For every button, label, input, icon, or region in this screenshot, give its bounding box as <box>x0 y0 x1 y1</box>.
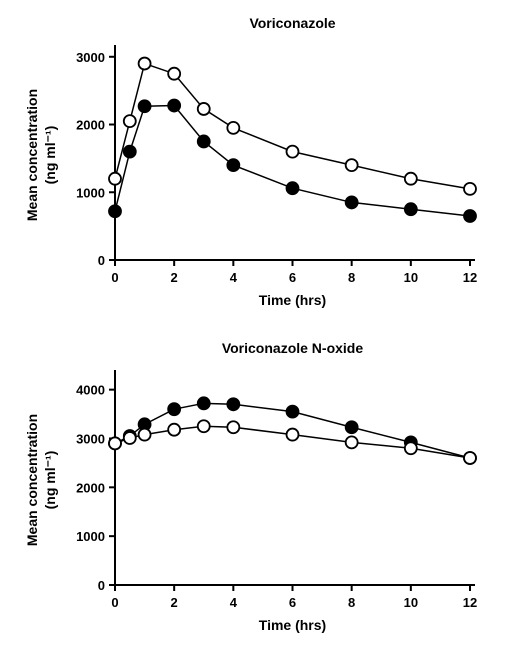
marker-open <box>346 159 358 171</box>
marker-open <box>124 115 136 127</box>
marker-filled <box>227 159 239 171</box>
marker-open <box>109 173 121 185</box>
x-tick-label: 2 <box>171 270 178 285</box>
x-tick-label: 8 <box>348 270 355 285</box>
y-tick-label: 1000 <box>76 529 105 544</box>
svg-text:(ng ml⁻¹): (ng ml⁻¹) <box>42 126 58 185</box>
marker-open <box>139 58 151 70</box>
x-tick-label: 2 <box>171 595 178 610</box>
y-tick-label: 2000 <box>76 480 105 495</box>
marker-open <box>198 420 210 432</box>
x-tick-label: 10 <box>404 270 418 285</box>
x-tick-label: 8 <box>348 595 355 610</box>
marker-open <box>109 437 121 449</box>
series-line <box>115 106 470 216</box>
svg-text:(ng ml⁻¹): (ng ml⁻¹) <box>42 451 58 510</box>
marker-filled <box>109 205 121 217</box>
marker-open <box>287 146 299 158</box>
x-tick-label: 12 <box>463 595 477 610</box>
y-tick-label: 2000 <box>76 118 105 133</box>
marker-filled <box>346 196 358 208</box>
y-axis-label: Mean concentration(ng ml⁻¹) <box>24 89 58 221</box>
marker-open <box>464 183 476 195</box>
x-axis-label: Time (hrs) <box>259 292 326 308</box>
y-axis-label: Mean concentration(ng ml⁻¹) <box>24 414 58 546</box>
y-tick-label: 3000 <box>76 431 105 446</box>
svg-text:Mean concentration: Mean concentration <box>24 89 40 221</box>
x-tick-label: 0 <box>111 595 118 610</box>
svg-text:Mean concentration: Mean concentration <box>24 414 40 546</box>
marker-open <box>227 421 239 433</box>
marker-filled <box>198 135 210 147</box>
marker-filled <box>287 182 299 194</box>
chart-title: Voriconazole <box>249 15 335 31</box>
marker-open <box>168 68 180 80</box>
marker-filled <box>124 146 136 158</box>
marker-open <box>139 429 151 441</box>
marker-open <box>405 173 417 185</box>
x-tick-label: 12 <box>463 270 477 285</box>
y-tick-label: 0 <box>98 578 105 593</box>
marker-filled <box>346 421 358 433</box>
marker-filled <box>464 210 476 222</box>
marker-filled <box>405 203 417 215</box>
x-tick-label: 0 <box>111 270 118 285</box>
marker-filled <box>287 406 299 418</box>
marker-open <box>464 452 476 464</box>
chart-title: Voriconazole N-oxide <box>222 340 364 356</box>
marker-filled <box>198 397 210 409</box>
marker-open <box>198 103 210 115</box>
y-tick-label: 4000 <box>76 383 105 398</box>
x-axis-label: Time (hrs) <box>259 617 326 633</box>
marker-filled <box>227 398 239 410</box>
marker-filled <box>168 100 180 112</box>
x-tick-label: 4 <box>230 270 238 285</box>
x-tick-label: 4 <box>230 595 238 610</box>
x-tick-label: 6 <box>289 595 296 610</box>
marker-open <box>227 122 239 134</box>
x-tick-label: 10 <box>404 595 418 610</box>
marker-open <box>124 432 136 444</box>
y-tick-label: 0 <box>98 253 105 268</box>
marker-open <box>287 429 299 441</box>
chart-0: Voriconazole 0 2 4 6 8 10 12 0 1000 2000 3000 Time (… <box>0 10 505 320</box>
marker-open <box>346 436 358 448</box>
marker-open <box>168 424 180 436</box>
chart-1: Voriconazole N-oxide 0 2 4 6 8 10 12 0 1000 2000 30… <box>0 335 505 645</box>
marker-open <box>405 442 417 454</box>
marker-filled <box>168 403 180 415</box>
y-tick-label: 1000 <box>76 185 105 200</box>
y-tick-label: 3000 <box>76 50 105 65</box>
marker-filled <box>139 100 151 112</box>
x-tick-label: 6 <box>289 270 296 285</box>
series-line <box>115 64 470 189</box>
